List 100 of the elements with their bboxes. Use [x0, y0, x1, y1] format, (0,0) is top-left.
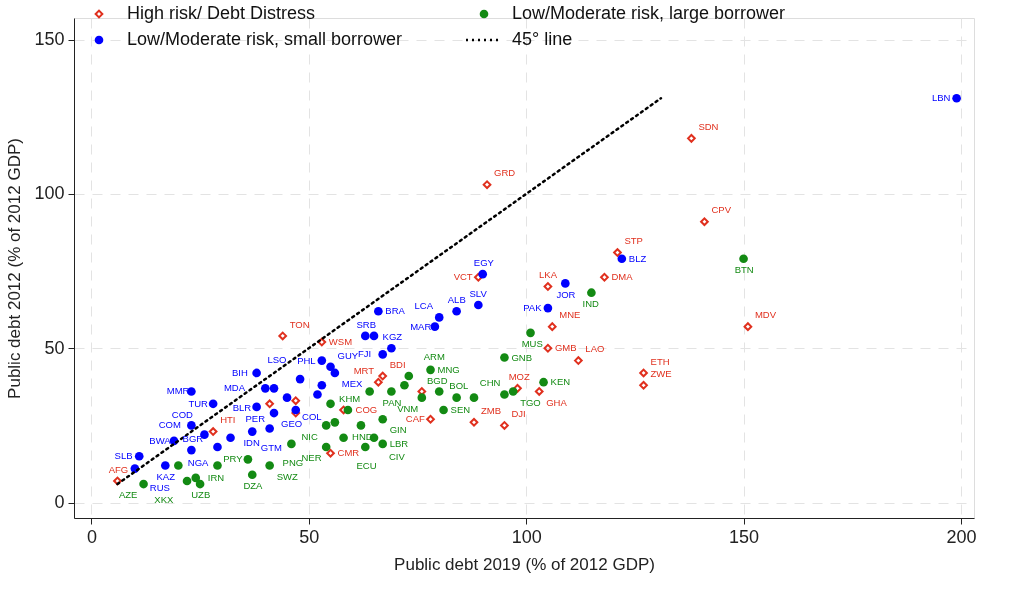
annotation: IND — [582, 297, 600, 309]
point — [400, 380, 409, 390]
annotation: CAF — [405, 413, 426, 425]
annotation: GNB — [511, 351, 533, 363]
point — [295, 374, 305, 384]
point — [208, 399, 218, 409]
point — [543, 343, 553, 353]
point — [543, 282, 553, 291]
point — [434, 313, 444, 322]
point — [587, 288, 596, 298]
point — [330, 368, 340, 378]
point — [600, 272, 609, 282]
x-tick-label: 50 — [299, 526, 320, 547]
y-tick-label: 150 — [34, 29, 65, 50]
annotation: PER — [245, 412, 266, 424]
annotation: CPV — [711, 204, 732, 216]
annotation: FJI — [358, 348, 372, 360]
annotation: MUS — [521, 338, 543, 350]
point — [417, 393, 427, 402]
annotation: NIC — [301, 430, 318, 442]
y-tick-label: 50 — [44, 337, 65, 358]
annotation: TUR — [188, 397, 209, 409]
point — [387, 343, 396, 353]
point — [339, 433, 348, 443]
point — [360, 331, 370, 341]
point — [613, 248, 622, 257]
point — [356, 421, 366, 430]
annotation: ZMB — [481, 405, 502, 417]
point — [508, 387, 518, 396]
point — [617, 254, 627, 264]
annotation: TON — [289, 318, 310, 330]
point — [473, 272, 483, 282]
annotation: SDN — [698, 121, 719, 133]
point — [260, 384, 270, 393]
x-tick-label: 200 — [946, 526, 977, 547]
annotation: ALB — [447, 293, 466, 305]
point — [500, 421, 509, 430]
annotation: BLZ — [628, 252, 647, 264]
point — [373, 377, 383, 387]
legend-label: 45° line — [512, 29, 573, 49]
annotation: XKX — [154, 494, 175, 506]
point — [213, 461, 222, 470]
point — [526, 328, 535, 338]
point — [378, 439, 388, 449]
point — [317, 380, 327, 390]
point — [426, 365, 435, 375]
point — [739, 254, 748, 264]
point — [378, 350, 388, 359]
point — [500, 390, 509, 399]
annotation: GIN — [389, 424, 407, 436]
annotation: COL — [302, 410, 322, 422]
legend-label: Low/Moderate risk, large borrower — [512, 3, 786, 23]
annotation: DZA — [243, 480, 264, 492]
point — [378, 371, 388, 381]
point — [369, 331, 379, 341]
annotation: BOL — [449, 380, 469, 392]
point — [247, 427, 257, 436]
annotation: ZWE — [650, 368, 672, 380]
point — [326, 399, 335, 409]
point — [243, 455, 253, 464]
annotation: BGR — [182, 432, 204, 444]
annotation: COG — [355, 403, 378, 415]
point — [278, 331, 288, 341]
y-axis-title: Public debt 2012 (% of 2012 GDP) — [5, 138, 25, 399]
annotation: MDA — [223, 381, 246, 393]
point — [182, 476, 192, 486]
annotation: SLB — [114, 450, 133, 462]
annotation: BLR — [232, 401, 252, 413]
annotation: MDV — [754, 309, 777, 321]
annotation: COM — [158, 419, 181, 431]
point — [187, 445, 196, 455]
point — [252, 402, 261, 412]
y-tick-label: 0 — [54, 492, 65, 513]
point — [208, 427, 218, 436]
point — [365, 387, 374, 396]
point — [343, 405, 353, 415]
point — [174, 461, 183, 470]
annotation: IDN — [243, 436, 260, 448]
annotation: IRN — [207, 471, 225, 483]
point — [265, 399, 275, 409]
annotation: MMR — [166, 385, 190, 397]
annotation: BDI — [389, 358, 406, 370]
point — [113, 476, 122, 486]
annotation: MNG — [437, 363, 460, 375]
point — [317, 356, 327, 365]
annotation: MEX — [341, 378, 364, 390]
point — [374, 306, 383, 316]
annotation: LCA — [414, 300, 434, 312]
point — [330, 418, 340, 427]
point — [213, 442, 222, 452]
annotation: LSO — [267, 353, 287, 365]
legend-label: High risk/ Debt Distress — [127, 3, 316, 23]
annotation: PNG — [282, 457, 304, 469]
annotation: LKA — [539, 269, 558, 281]
annotation: COD — [171, 409, 194, 421]
annotation: ETH — [650, 355, 670, 367]
point — [269, 384, 279, 393]
annotation: VCT — [453, 271, 473, 283]
point — [439, 405, 448, 415]
annotation: JOR — [556, 288, 576, 300]
